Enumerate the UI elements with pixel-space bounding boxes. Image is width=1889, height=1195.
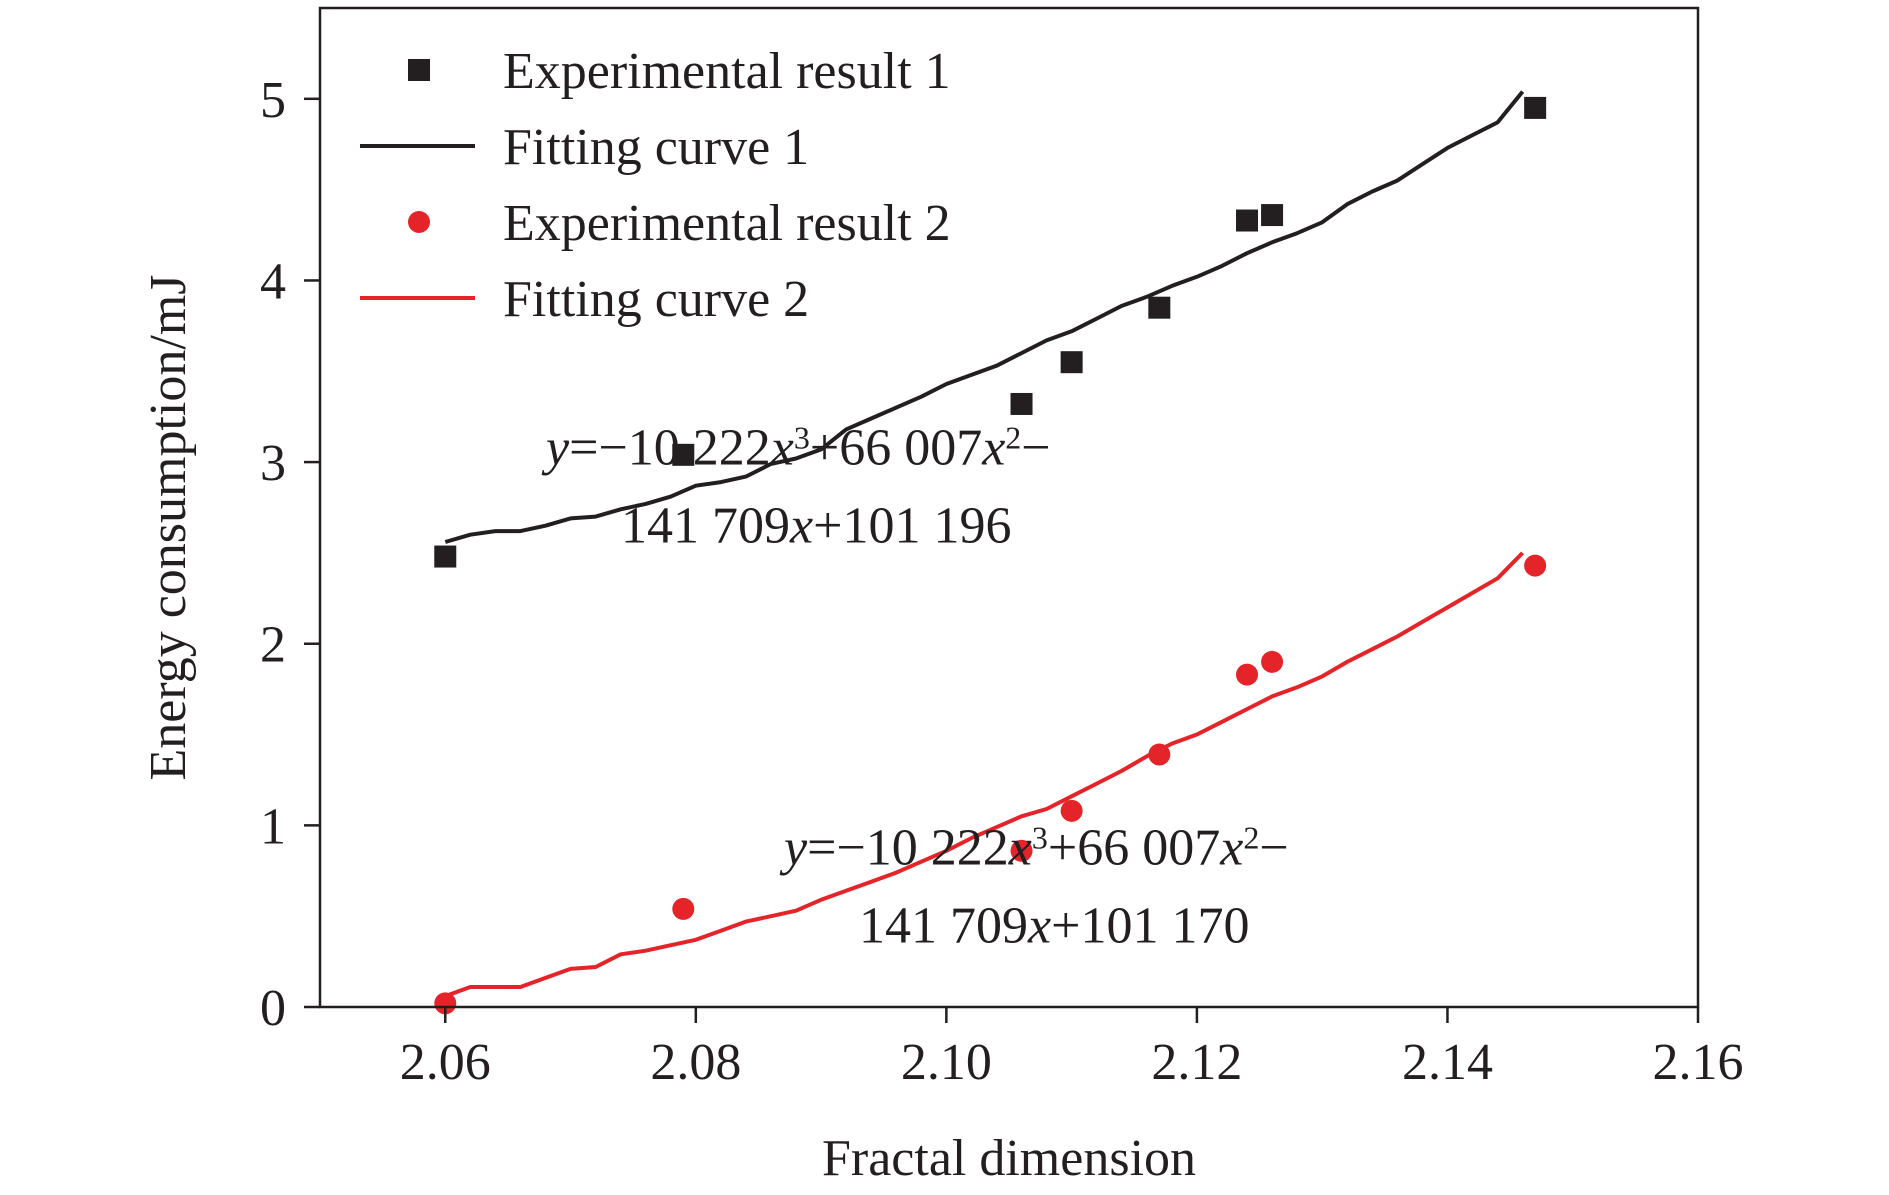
equation-part: 141 709 <box>621 498 790 555</box>
data-point-square <box>434 545 457 568</box>
equation-part: − <box>1021 420 1050 477</box>
x-tick-label: 2.16 <box>1653 1034 1744 1091</box>
equation-part: =−10 222 <box>569 420 771 477</box>
x-tick-label: 2.10 <box>901 1034 992 1091</box>
equation-part: x <box>770 420 794 477</box>
fit-line-2 <box>444 551 1525 998</box>
y-tick-label: 2 <box>260 617 286 674</box>
legend-swatch-circle <box>408 211 430 233</box>
data-point-circle <box>1236 663 1259 686</box>
data-point-circle <box>1261 650 1284 673</box>
equation-line-1: y=−10 222x3+66 007x2− <box>541 420 1051 477</box>
data-point-square <box>1236 209 1259 232</box>
x-tick-label: 2.14 <box>1402 1034 1493 1091</box>
equation-part: 3 <box>794 420 810 456</box>
y-tick-label: 4 <box>260 253 286 310</box>
plot-area <box>434 90 1547 1015</box>
x-tick-label: 2.12 <box>1151 1034 1242 1091</box>
equation-part: +66 007 <box>1048 819 1220 876</box>
legend-label: Experimental result 1 <box>503 43 951 100</box>
data-point-square <box>1524 96 1547 119</box>
equation-line-2: 141 709x+101 170 <box>859 897 1249 954</box>
equation-line-1: y=−10 222x3+66 007x2− <box>779 819 1289 876</box>
x-axis-label: Fractal dimension <box>822 1130 1196 1187</box>
equation-line-2: 141 709x+101 196 <box>621 498 1011 555</box>
y-tick-label: 1 <box>260 798 286 855</box>
data-point-circle <box>434 992 457 1015</box>
equation-part: 2 <box>1243 819 1259 855</box>
data-point-circle <box>1524 554 1547 577</box>
x-tick-label: 2.06 <box>400 1034 491 1091</box>
data-point-square <box>1060 351 1083 374</box>
data-point-circle <box>1010 839 1033 862</box>
data-point-square <box>1261 204 1284 227</box>
equation-part: x <box>1008 819 1032 876</box>
equation-part: +66 007 <box>810 420 982 477</box>
legend-label: Fitting curve 2 <box>503 271 809 328</box>
fit-line-1 <box>444 90 1525 544</box>
plot-frame <box>318 6 1700 1009</box>
legend: Experimental result 1 Fitting curve 1 Expe… <box>360 43 951 328</box>
x-tick-label: 2.08 <box>650 1034 741 1091</box>
equation-part: x <box>981 420 1005 477</box>
equation-part: x <box>789 498 813 555</box>
y-tick-label: 3 <box>260 435 286 492</box>
equation-part: 3 <box>1032 819 1048 855</box>
equation-part: x <box>1219 819 1243 876</box>
equation-part: =−10 222 <box>807 819 1009 876</box>
equation-part: 141 709 <box>859 897 1028 954</box>
equation-part: x <box>1027 897 1051 954</box>
y-axis-label: Energy consumption/mJ <box>140 274 197 780</box>
legend-label: Fitting curve 1 <box>503 119 809 176</box>
equation-part: 2 <box>1005 420 1021 456</box>
data-point-circle <box>1060 799 1083 822</box>
equation-part: y <box>541 420 570 477</box>
equation-part: y <box>779 819 808 876</box>
y-tick-label: 5 <box>260 72 286 129</box>
legend-swatch-square <box>408 59 430 81</box>
data-point-square <box>672 443 695 466</box>
annotations: y=−10 222x3+66 007x2−141 709x+101 196y=−… <box>541 420 1289 955</box>
equation-part: +101 196 <box>813 498 1011 555</box>
data-point-square <box>1148 296 1171 319</box>
axes: 2.06 2.08 2.10 2.12 2.14 2.16 0 1 2 3 4 5 <box>260 6 1744 1091</box>
legend-label: Experimental result 2 <box>503 195 951 252</box>
data-point-circle <box>672 897 695 920</box>
data-point-square <box>1010 392 1033 415</box>
equation-part: − <box>1259 819 1288 876</box>
y-tick-label: 0 <box>260 980 286 1037</box>
equation-part: +101 170 <box>1051 897 1249 954</box>
